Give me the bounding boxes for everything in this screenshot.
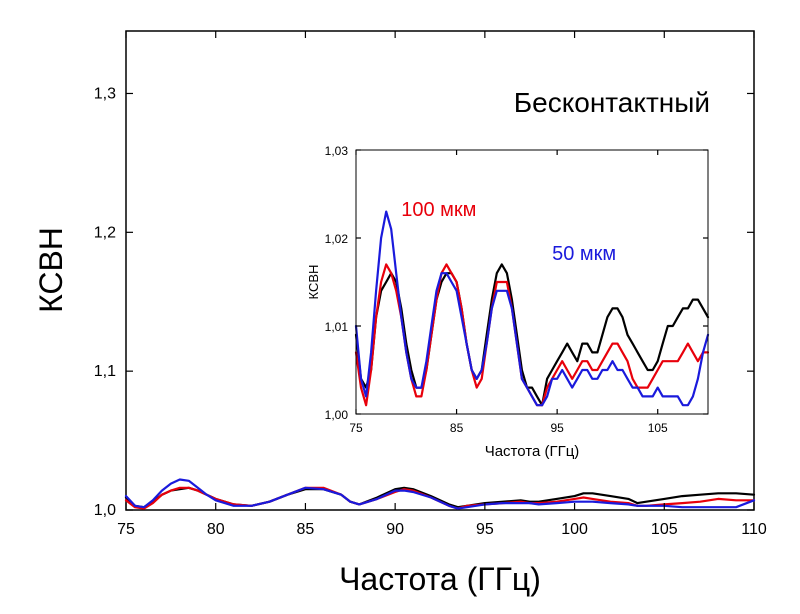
main-x-tick-label: 85 — [297, 521, 315, 538]
inset-y-tick-label: 1,00 — [325, 408, 349, 422]
main-x-tick-label: 90 — [386, 521, 404, 538]
inset-x-tick-label: 75 — [349, 421, 363, 435]
main-x-axis-label: Частота (ГГц) — [339, 561, 541, 597]
inset-series-line-0 — [354, 263, 710, 407]
main-series-line-2 — [124, 478, 756, 510]
inset-x-tick-label: 85 — [450, 421, 464, 435]
main-chart: 75 80 85 90 95 100 105 110 1,0 1,1 1,2 1,3 Частота … — [33, 30, 767, 597]
inset-annotation-0: 100 мкм — [401, 199, 476, 221]
inset-y-tick-label: 1,01 — [325, 320, 349, 334]
inset-x-tick-label: 105 — [648, 421, 668, 435]
main-y-tick-label: 1,3 — [94, 85, 116, 102]
inset-y-tick-label: 1,03 — [325, 144, 349, 158]
inset-x-tick-label: 95 — [550, 421, 564, 435]
inset-annotations-group: 100 мкм 50 мкм — [401, 199, 616, 265]
main-x-tick-label: 100 — [561, 521, 588, 538]
main-y-tick-label: 1,2 — [94, 224, 116, 241]
main-x-tick-label: 110 — [741, 521, 767, 538]
main-plot-frame — [125, 30, 755, 511]
main-x-tick-label: 80 — [207, 521, 225, 538]
inset-axes-group: 75 85 95 105 1,00 1,01 1,02 1,03 — [325, 144, 708, 435]
main-x-tick-label: 95 — [476, 521, 494, 538]
main-series-group — [124, 478, 756, 510]
main-y-tick-label: 1,1 — [94, 363, 116, 380]
main-y-tick-label: 1,0 — [94, 502, 116, 519]
inset-plot-frame — [355, 149, 709, 415]
inset-series-group — [354, 210, 710, 407]
inset-x-axis-label: Частота (ГГц) — [485, 443, 580, 460]
main-x-tick-label: 75 — [117, 521, 135, 538]
main-y-axis-label: КСВН — [33, 227, 69, 313]
main-x-tick-label: 105 — [651, 521, 678, 538]
inset-y-axis-label: КСВН — [306, 265, 321, 300]
inset-y-tick-label: 1,02 — [325, 232, 349, 246]
main-annotation: Бесконтактный — [514, 87, 710, 118]
main-axes-group: 75 80 85 90 95 100 105 110 1,0 1,1 1,2 1,3 — [94, 31, 767, 538]
inset-annotation-1: 50 мкм — [552, 243, 616, 265]
inset-series-line-2 — [354, 210, 710, 407]
